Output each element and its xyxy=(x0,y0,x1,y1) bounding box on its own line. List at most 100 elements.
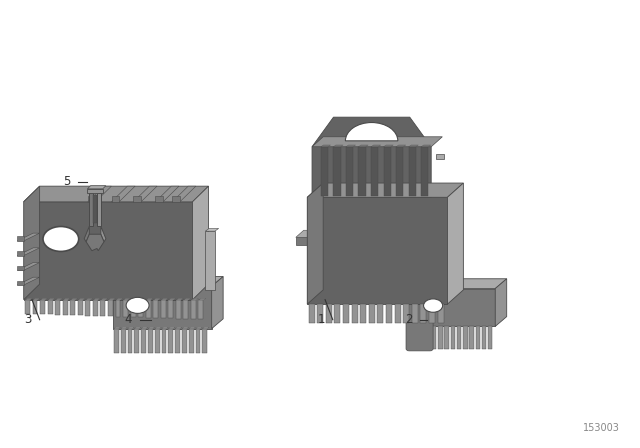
Bar xyxy=(334,304,340,323)
Bar xyxy=(121,329,125,353)
Polygon shape xyxy=(202,327,209,329)
Bar xyxy=(63,300,68,315)
Bar xyxy=(162,329,166,353)
Polygon shape xyxy=(421,145,431,147)
Bar xyxy=(33,300,38,314)
Bar xyxy=(403,304,409,323)
Bar xyxy=(307,197,447,304)
Bar xyxy=(351,304,358,323)
Bar xyxy=(326,304,332,323)
Polygon shape xyxy=(307,183,323,304)
Bar xyxy=(93,300,98,316)
Bar xyxy=(172,196,180,202)
Bar xyxy=(111,196,119,202)
Bar xyxy=(296,237,308,246)
Bar xyxy=(436,154,444,159)
Bar xyxy=(369,304,375,323)
Bar xyxy=(47,300,52,314)
Bar xyxy=(90,193,93,226)
Polygon shape xyxy=(205,228,219,231)
Bar xyxy=(317,304,323,323)
Polygon shape xyxy=(17,248,40,256)
Bar xyxy=(161,300,166,318)
Bar xyxy=(396,147,403,196)
Bar xyxy=(412,289,495,327)
Bar xyxy=(116,300,120,317)
Polygon shape xyxy=(312,117,431,202)
Polygon shape xyxy=(123,299,131,300)
Polygon shape xyxy=(189,327,196,329)
Polygon shape xyxy=(134,186,157,202)
Polygon shape xyxy=(93,299,100,300)
Bar xyxy=(175,329,180,353)
Polygon shape xyxy=(47,299,55,300)
Bar xyxy=(408,147,416,196)
Bar xyxy=(191,300,196,319)
Text: 4: 4 xyxy=(125,313,132,326)
Bar xyxy=(420,327,424,349)
Polygon shape xyxy=(172,186,196,202)
Bar xyxy=(343,304,349,323)
Bar xyxy=(488,327,492,349)
Bar xyxy=(85,300,90,316)
Bar xyxy=(308,304,315,323)
Bar xyxy=(426,327,430,349)
Polygon shape xyxy=(321,145,330,147)
Bar xyxy=(24,202,193,300)
Bar xyxy=(127,329,132,353)
Polygon shape xyxy=(70,299,77,300)
Bar xyxy=(420,304,426,323)
Circle shape xyxy=(48,230,74,248)
Polygon shape xyxy=(24,186,209,202)
Text: 5: 5 xyxy=(63,175,70,188)
Bar xyxy=(451,327,455,349)
Polygon shape xyxy=(153,299,161,300)
Bar xyxy=(371,147,378,196)
Bar xyxy=(412,304,418,323)
Polygon shape xyxy=(127,327,134,329)
Polygon shape xyxy=(85,299,93,300)
Circle shape xyxy=(43,227,79,251)
Bar xyxy=(421,147,428,196)
Bar xyxy=(93,194,97,223)
Circle shape xyxy=(424,299,443,312)
Polygon shape xyxy=(182,327,189,329)
Polygon shape xyxy=(196,327,202,329)
Bar xyxy=(155,329,159,353)
Bar xyxy=(333,147,340,196)
Bar xyxy=(97,193,100,226)
Bar xyxy=(383,147,390,196)
Polygon shape xyxy=(17,263,40,270)
Polygon shape xyxy=(191,299,198,300)
Polygon shape xyxy=(175,327,182,329)
Bar xyxy=(321,147,328,196)
Polygon shape xyxy=(141,327,148,329)
Bar xyxy=(198,300,204,319)
Polygon shape xyxy=(100,299,108,300)
Bar xyxy=(123,300,128,317)
Bar xyxy=(134,196,141,202)
Bar xyxy=(196,329,200,353)
Polygon shape xyxy=(134,327,141,329)
Polygon shape xyxy=(495,279,507,327)
Bar xyxy=(482,327,486,349)
Circle shape xyxy=(126,297,149,314)
Bar xyxy=(182,329,187,353)
Text: 1: 1 xyxy=(317,313,325,326)
Bar xyxy=(153,300,158,318)
Polygon shape xyxy=(346,145,356,147)
Polygon shape xyxy=(162,327,168,329)
Bar xyxy=(189,329,194,353)
Polygon shape xyxy=(412,279,507,289)
Bar xyxy=(457,327,461,349)
Bar xyxy=(138,300,143,318)
Bar xyxy=(444,327,449,349)
Bar xyxy=(168,329,173,353)
Bar xyxy=(476,327,480,349)
Polygon shape xyxy=(155,327,161,329)
Polygon shape xyxy=(307,183,463,197)
Bar xyxy=(358,147,365,196)
Bar xyxy=(438,327,443,349)
Polygon shape xyxy=(131,299,138,300)
Polygon shape xyxy=(148,327,155,329)
